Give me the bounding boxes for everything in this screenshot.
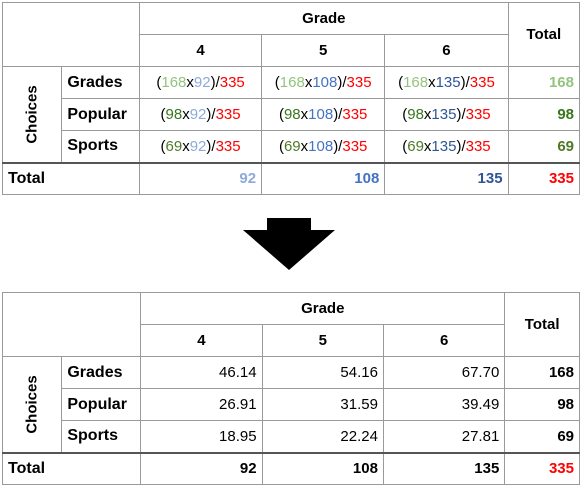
formula-cell: (168x92)/335 [139,66,263,99]
formula-cell: (69x92)/335 [139,130,263,163]
expected-values-table: Grade Total 4 5 6 Choices Grades 46.14 5… [1,292,580,485]
grade-4-header: 4 [140,324,263,357]
row-total-popular: 98 [507,98,580,131]
grade-header: Grade [139,2,509,35]
grade-header: Grade [140,292,506,325]
choices-label: Choices [23,85,41,144]
formula-cell: (98x108)/335 [261,98,386,131]
grade-4-header: 4 [139,34,263,67]
grade-6-header: 6 [382,324,506,357]
choices-label-cell: Choices [1,356,63,453]
formula-cell: (98x135)/335 [384,98,509,131]
expected-value-cell: 54.16 [261,356,384,389]
row-label-grades: Grades [61,66,141,99]
total-header: Total [507,2,580,67]
corner-cell [1,292,142,357]
choices-label-cell: Choices [1,66,63,163]
expected-value-cell: 39.49 [382,388,506,421]
row-total-sports: 69 [507,130,580,163]
row-label-popular: Popular [61,98,141,131]
row-total-grades: 168 [504,356,580,389]
row-total-popular: 98 [504,388,580,421]
col-total-grade-6: 135 [384,161,509,195]
col-total-grade-4: 92 [139,161,263,195]
col-total-grade-4: 92 [140,451,263,485]
row-total-sports: 69 [504,420,580,453]
col-total-grade-6: 135 [382,451,506,485]
expected-value-cell: 31.59 [261,388,384,421]
formula-cell: (168x135)/335 [384,66,509,99]
formula-cell: (168x108)/335 [261,66,386,99]
total-header: Total [504,292,580,357]
col-total-grade-5: 108 [261,161,386,195]
grand-total: 335 [504,451,580,485]
formula-cell: (98x92)/335 [139,98,263,131]
row-total-grades: 168 [507,66,580,99]
total-row-label: Total [1,161,141,195]
row-label-sports: Sports [61,130,141,163]
expected-value-cell: 18.95 [140,420,263,453]
corner-cell [1,2,141,67]
grade-5-header: 5 [261,324,384,357]
expected-value-cell: 46.14 [140,356,263,389]
grade-5-header: 5 [261,34,386,67]
expected-value-cell: 27.81 [382,420,506,453]
total-row-label: Total [1,451,142,485]
grade-6-header: 6 [384,34,509,67]
formula-cell: (69x108)/335 [261,130,386,163]
expected-value-cell: 67.70 [382,356,506,389]
down-arrow-icon [243,218,335,270]
formula-table: Grade Total 4 5 6 Choices Grades (168x92… [1,2,580,195]
expected-value-cell: 22.24 [261,420,384,453]
grand-total: 335 [507,161,580,195]
row-label-grades: Grades [61,356,142,389]
formula-cell: (69x135)/335 [384,130,509,163]
expected-value-cell: 26.91 [140,388,263,421]
choices-label: Choices [23,375,41,434]
row-label-sports: Sports [61,420,142,453]
col-total-grade-5: 108 [261,451,384,485]
row-label-popular: Popular [61,388,142,421]
